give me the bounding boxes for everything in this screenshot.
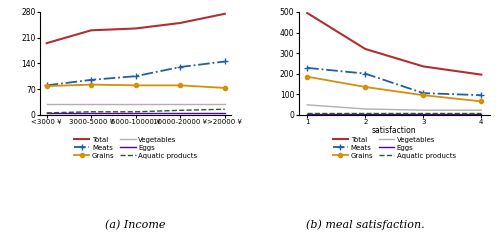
Grains — [44, 85, 50, 87]
Total — [304, 11, 310, 14]
Aquatic products — [362, 112, 368, 114]
Text: (a) Income: (a) Income — [105, 219, 165, 230]
Legend: Total, Meats, Grains, Vegetables, Eggs, Aquatic products: Total, Meats, Grains, Vegetables, Eggs, … — [332, 137, 456, 159]
Line: Meats: Meats — [304, 65, 484, 98]
Vegetables — [420, 109, 426, 112]
Meats — [178, 65, 184, 68]
Grains — [362, 86, 368, 88]
Total — [44, 42, 50, 45]
Total — [222, 12, 228, 15]
Line: Meats: Meats — [44, 59, 228, 88]
Line: Total: Total — [307, 13, 482, 75]
Vegetables — [178, 102, 184, 105]
Eggs — [362, 112, 368, 115]
Grains — [420, 94, 426, 97]
Eggs — [420, 112, 426, 115]
Aquatic products — [44, 111, 50, 114]
Grains — [304, 75, 310, 78]
Line: Aquatic products: Aquatic products — [46, 109, 225, 113]
Total — [362, 48, 368, 50]
Aquatic products — [478, 112, 484, 114]
Aquatic products — [132, 110, 138, 113]
Line: Total: Total — [46, 14, 225, 43]
Eggs — [478, 112, 484, 115]
Line: Grains: Grains — [44, 82, 227, 90]
Eggs — [44, 111, 50, 114]
Meats — [304, 66, 310, 69]
Vegetables — [362, 108, 368, 110]
Vegetables — [88, 102, 94, 105]
Total — [178, 22, 184, 24]
Grains — [132, 84, 138, 87]
Line: Grains: Grains — [305, 75, 484, 103]
Meats — [362, 72, 368, 75]
Total — [420, 65, 426, 68]
Meats — [222, 60, 228, 63]
Aquatic products — [420, 112, 426, 114]
Aquatic products — [88, 110, 94, 113]
Eggs — [304, 112, 310, 115]
Vegetables — [304, 103, 310, 106]
Aquatic products — [304, 112, 310, 114]
Vegetables — [478, 109, 484, 112]
Eggs — [88, 111, 94, 114]
Legend: Total, Meats, Grains, Vegetables, Eggs, Aquatic products: Total, Meats, Grains, Vegetables, Eggs, … — [74, 137, 198, 159]
Eggs — [222, 111, 228, 114]
Total — [478, 73, 484, 76]
Vegetables — [44, 102, 50, 105]
Aquatic products — [178, 109, 184, 112]
Grains — [222, 87, 228, 89]
Eggs — [132, 111, 138, 114]
Vegetables — [222, 102, 228, 105]
Grains — [88, 83, 94, 86]
Line: Vegetables: Vegetables — [307, 105, 482, 110]
Aquatic products — [222, 108, 228, 111]
Total — [88, 29, 94, 32]
Meats — [44, 84, 50, 87]
Vegetables — [132, 102, 138, 105]
Meats — [420, 92, 426, 95]
Meats — [478, 94, 484, 97]
Meats — [88, 78, 94, 81]
Total — [132, 27, 138, 30]
Grains — [178, 84, 184, 87]
Eggs — [178, 111, 184, 114]
X-axis label: satisfaction: satisfaction — [372, 126, 416, 135]
Grains — [478, 100, 484, 103]
Text: (b) meal satisfaction.: (b) meal satisfaction. — [306, 219, 424, 230]
Meats — [132, 75, 138, 78]
